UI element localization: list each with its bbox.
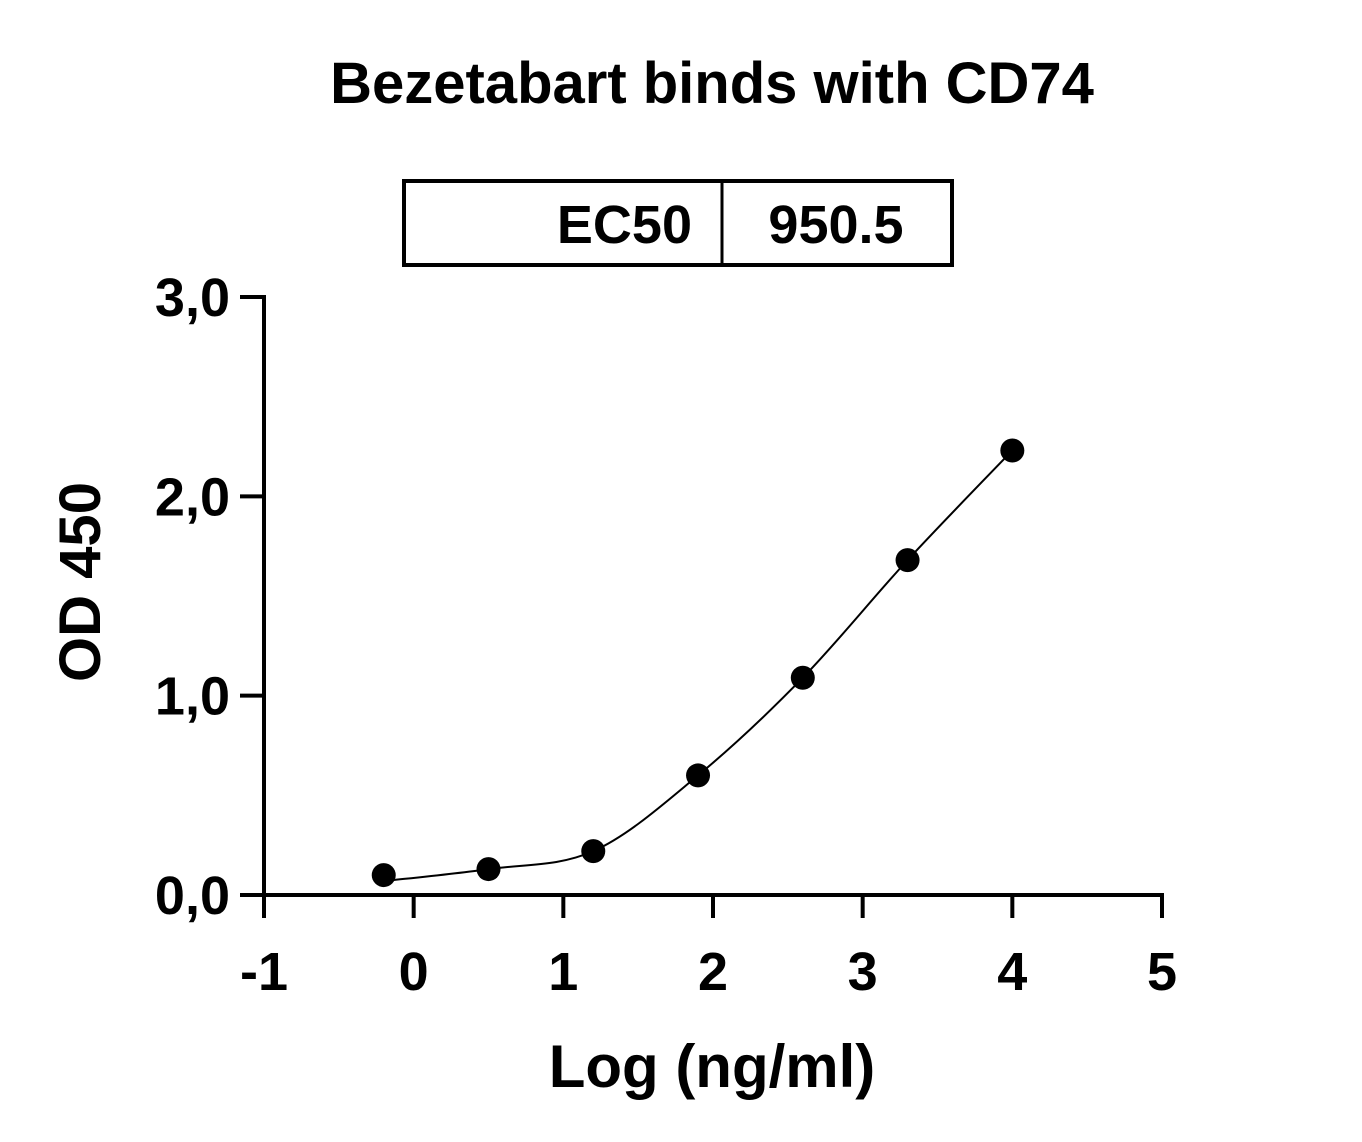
y-tick-label: 3,0 [155,268,230,328]
ec50-table: EC50 950.5 [402,179,954,267]
ec50-value: 950.5 [768,195,903,255]
x-tick-label: 5 [1147,942,1177,1002]
y-tick-label: 2,0 [155,467,230,527]
x-tick-label: 2 [698,942,728,1002]
data-point [371,863,396,888]
data-point [790,665,815,690]
ec50-label: EC50 [557,195,692,255]
fit-curve [383,449,1014,883]
data-point [581,839,606,864]
x-tick-label: 4 [997,942,1027,1002]
y-tick-label: 1,0 [155,667,230,727]
x-tick-label: 3 [848,942,878,1002]
data-point [476,857,501,882]
data-point [686,763,711,788]
x-axis-label: Log (ng/ml) [549,1033,876,1100]
data-point [1000,438,1025,463]
x-tick-label: 0 [399,942,429,1002]
chart-title: Bezetabart binds with CD74 [330,51,1094,116]
x-tick-label: -1 [240,942,288,1002]
y-tick-label: 0,0 [155,866,230,926]
data-point [895,548,920,573]
y-axis-label: OD 450 [48,482,113,682]
x-tick-label: 1 [548,942,578,1002]
